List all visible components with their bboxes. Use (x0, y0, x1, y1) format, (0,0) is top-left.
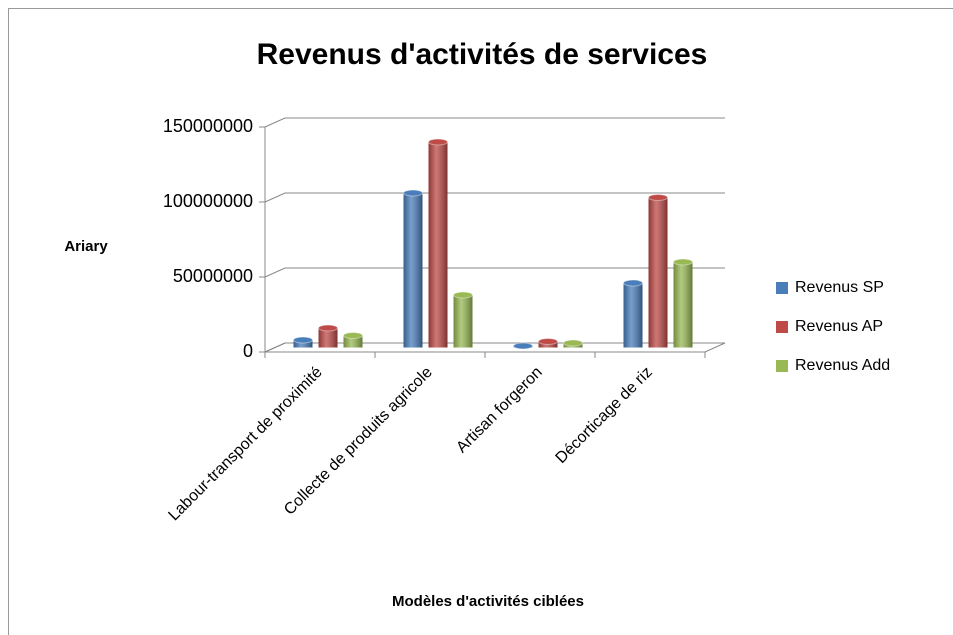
legend-swatch (776, 360, 788, 372)
y-axis-title: Ariary (64, 238, 108, 255)
chart-title: Revenus d'activités de services (257, 38, 708, 71)
bar-shade (293, 340, 313, 348)
bar-top (673, 258, 693, 266)
bar-shade (428, 142, 448, 348)
bar-shade (453, 295, 473, 348)
bar-top (563, 339, 583, 347)
legend-label: Revenus AP (795, 318, 883, 335)
grid-line (264, 192, 725, 203)
bar-top (403, 189, 423, 197)
bar-shade (318, 328, 338, 348)
x-axis-title: Modèles d'activités ciblées (392, 593, 584, 610)
bar-shade (343, 335, 363, 348)
bar-shade (648, 197, 668, 348)
bar-top (343, 332, 363, 339)
bar-shade (673, 262, 693, 348)
y-tick-label: 100000000 (163, 191, 253, 211)
bar-top (428, 138, 448, 146)
bar-shade (623, 283, 643, 348)
bar-shade (403, 193, 423, 348)
grid-line (264, 117, 725, 128)
y-tick-label: 150000000 (163, 116, 253, 136)
x-tick-label: Artisan forgeron (453, 364, 546, 457)
legend-label: Revenus SP (795, 279, 884, 296)
bar-top (623, 279, 643, 287)
bar-top (453, 291, 473, 299)
bar-top (513, 342, 533, 350)
x-tick-label: Décorticage de riz (553, 364, 656, 467)
grid-line (264, 267, 725, 278)
y-tick-label: 0 (243, 341, 253, 361)
bar-top (538, 338, 558, 345)
legend-swatch (776, 282, 788, 294)
bar-top (318, 324, 338, 332)
y-tick-label: 50000000 (173, 266, 253, 286)
bar-top (293, 336, 313, 344)
frame (8, 8, 953, 635)
legend-label: Revenus Add (795, 357, 890, 374)
bar-top (648, 194, 668, 201)
legend-swatch (776, 321, 788, 333)
